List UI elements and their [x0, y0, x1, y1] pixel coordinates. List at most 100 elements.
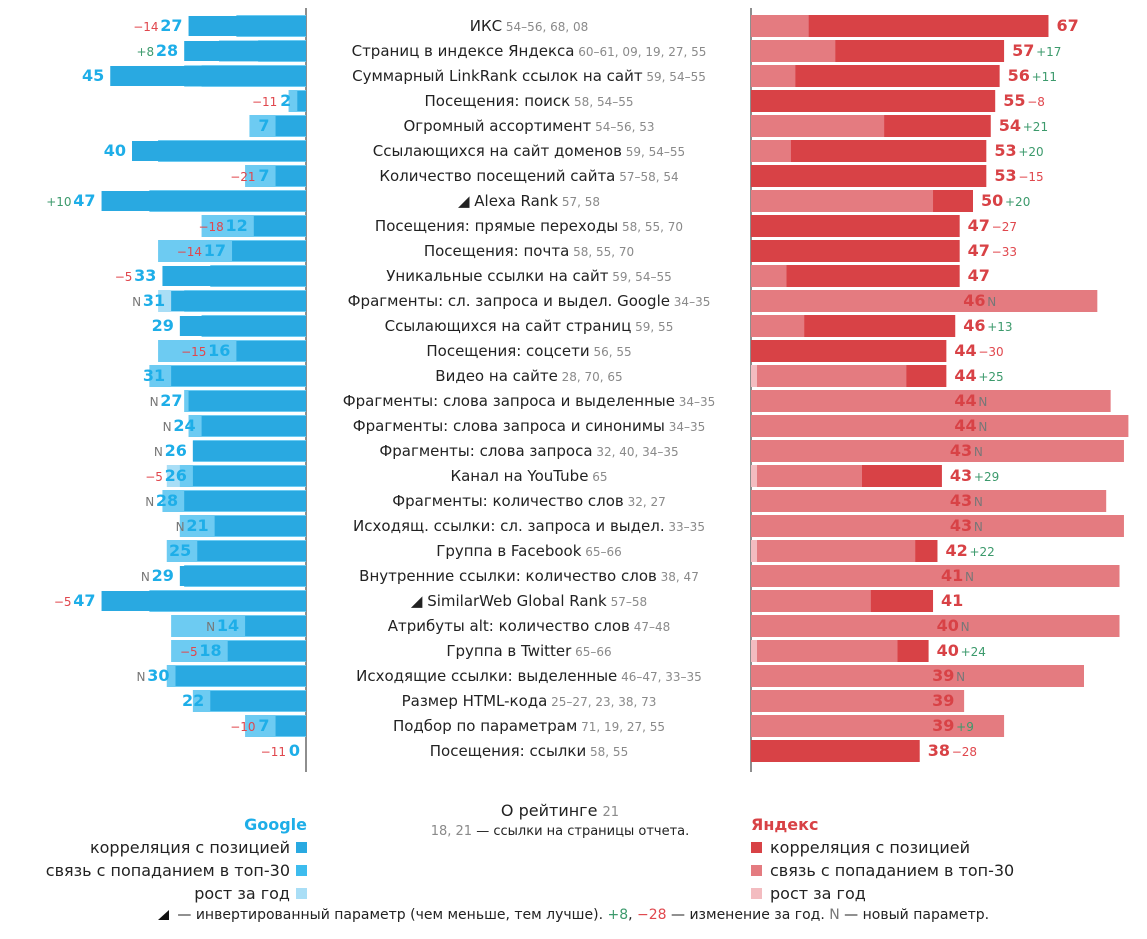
google-change: −5 [180, 645, 198, 659]
google-value: 28 [156, 491, 178, 510]
yandex-value: 41 [941, 591, 963, 610]
yandex-change: +25 [978, 370, 1003, 384]
google-change: −10 [230, 720, 255, 734]
yandex-top30-bar [751, 390, 1111, 412]
yandex-change: +20 [1005, 195, 1030, 209]
about-title-ref: 21 [602, 805, 620, 820]
yandex-change: +29 [974, 470, 999, 484]
yandex-growth-bar [751, 465, 757, 487]
row-label: Канал на YouTube 65 [450, 467, 607, 485]
about-note-text: — ссылки на страницы отчета. [472, 824, 690, 839]
row-label: Исходящ. ссылки: сл. запроса и выдел. 33… [353, 517, 705, 535]
footnote: — инвертированный параметр (чем меньше, … [0, 907, 1147, 923]
yandex-value: 47 [968, 266, 990, 285]
footnote-new-text: — новый параметр. [839, 907, 990, 923]
yandex-value: 43 [950, 491, 972, 510]
google-change: −5 [54, 595, 72, 609]
google-legend-growth: рост за год [46, 882, 307, 905]
yandex-top30-bar [751, 465, 862, 487]
row-label: Ссылающихся на сайт доменов 59, 54–55 [373, 142, 685, 160]
yandex-value: 44 [954, 341, 976, 360]
google-change: −5 [145, 470, 163, 484]
yandex-corr-bar [751, 65, 1000, 87]
google-change: −5 [115, 270, 133, 284]
row-label: Посещения: соцсети 56, 55 [426, 342, 631, 360]
google-legend-corr-label: корреляция с позицией [89, 838, 290, 857]
google-corr-bar [214, 516, 306, 536]
google-change: −14 [177, 245, 202, 259]
yandex-top30-bar [751, 265, 787, 287]
yandex-top30-bar [751, 15, 809, 37]
row-label: Исходящие ссылки: выделенные 46–47, 33–3… [356, 667, 702, 685]
google-change: N [163, 420, 172, 434]
row-label: Уникальные ссылки на сайт 59, 54–55 [386, 267, 671, 285]
row-label: Количество посещений сайта 57–58, 54 [379, 167, 678, 185]
yandex-change: +20 [1018, 145, 1043, 159]
yandex-top30-bar [751, 65, 796, 87]
yandex-change: N [974, 495, 983, 509]
google-value: 45 [82, 66, 104, 85]
yandex-top30-bar [751, 415, 1129, 437]
row-label: ◢ SimilarWeb Global Rank 57–58 [411, 592, 647, 610]
yandex-legend-top30: связь с попаданием в топ-30 [751, 859, 1014, 882]
about-title: О рейтинге [500, 801, 598, 820]
google-value: 27 [160, 391, 182, 410]
google-legend-title: Google [244, 815, 307, 834]
google-corr-bar [297, 91, 306, 111]
yandex-growth-bar [751, 365, 757, 387]
yandex-change: +21 [1023, 120, 1048, 134]
yandex-legend-title: Яндекс [751, 815, 819, 834]
yandex-change: +24 [961, 645, 986, 659]
google-value: 21 [186, 516, 208, 535]
row-label: Посещения: ссылки 58, 55 [430, 742, 628, 760]
about-rating: О рейтинге 21 18, 21 — ссылки на страниц… [350, 800, 770, 842]
google-change: N [150, 395, 159, 409]
footnote-sep: , [628, 907, 638, 923]
google-change: −21 [230, 170, 255, 184]
google-value: 40 [104, 141, 126, 160]
footnote-new-symbol: N [829, 907, 840, 923]
google-corr-bar [197, 541, 306, 561]
row-label: ◢ Alexa Rank 57, 58 [458, 192, 600, 210]
yandex-corr-bar [751, 240, 960, 262]
yandex-top30-bar [751, 115, 885, 137]
google-change: N [154, 445, 163, 459]
yandex-top30-swatch [751, 865, 762, 876]
yandex-corr-bar [751, 740, 920, 762]
yandex-legend-growth: рост за год [751, 882, 1014, 905]
yandex-change: N [978, 395, 987, 409]
google-corr-bar [184, 491, 306, 511]
yandex-top30-bar [751, 540, 916, 562]
yandex-top30-bar [751, 590, 871, 612]
google-corr-swatch [296, 842, 307, 853]
yandex-value: 54 [999, 116, 1021, 135]
google-corr-bar [110, 66, 306, 86]
google-change: −11 [252, 95, 277, 109]
google-corr-bar [192, 441, 306, 461]
google-value: 30 [147, 666, 169, 685]
yandex-value: 44 [954, 366, 976, 385]
yandex-change: N [974, 445, 983, 459]
yandex-value: 46 [963, 291, 985, 310]
google-corr-bar [236, 341, 306, 361]
google-change: N [176, 520, 185, 534]
row-label: Суммарный LinkRank ссылок на сайт 59, 54… [352, 67, 706, 85]
yandex-value: 67 [1056, 16, 1078, 35]
yandex-change: N [987, 295, 996, 309]
yandex-corr-bar [751, 140, 987, 162]
google-corr-bar [245, 616, 306, 636]
row-label: Страниц в индексе Яндекса 60–61, 09, 19,… [352, 42, 707, 60]
footnote-inverted-text: — инвертированный параметр (чем меньше, … [172, 907, 608, 923]
google-change: +10 [46, 195, 71, 209]
yandex-corr-bar [751, 265, 960, 287]
yandex-change: +9 [956, 720, 974, 734]
yandex-value: 39 [932, 716, 954, 735]
yandex-value: 50 [981, 191, 1003, 210]
google-corr-bar [162, 266, 306, 286]
yandex-top30-bar [751, 440, 1124, 462]
yandex-value: 46 [963, 316, 985, 335]
yandex-change: +22 [969, 545, 994, 559]
row-label: Группа в Twitter 65–66 [446, 642, 611, 660]
about-note-refs: 18, 21 [430, 824, 473, 839]
yandex-value: 43 [950, 466, 972, 485]
